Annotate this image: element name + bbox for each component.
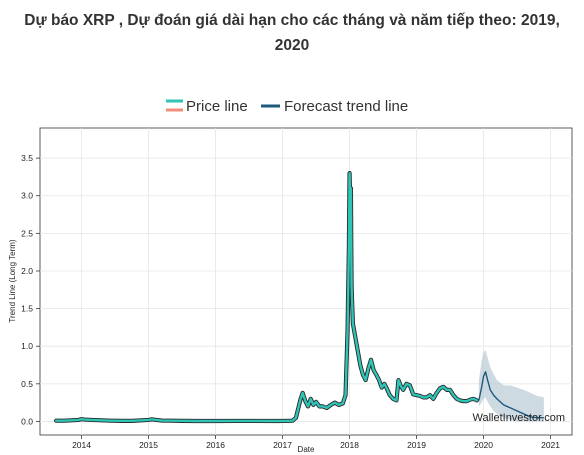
y-tick-label: 0.0 <box>21 416 33 426</box>
y-tick-label: 0.5 <box>21 379 33 389</box>
x-tick-label: 2019 <box>407 440 426 450</box>
page-title-line-2: 2020 <box>274 37 310 54</box>
legend-item-price[interactable]: Price line <box>166 98 248 115</box>
y-tick-label: 1.0 <box>21 341 33 351</box>
x-tick-label: 2015 <box>139 440 158 450</box>
y-axis-label: Trend Line (Long Term) <box>8 239 17 322</box>
page-title: Dự báo XRP , Dự đoán giá dài hạn cho các… <box>0 8 584 58</box>
forecast-band-layer <box>478 349 544 422</box>
series-layer <box>53 171 544 424</box>
y-tick-label: 1.5 <box>21 304 33 314</box>
x-axis-label: Date <box>298 445 315 454</box>
x-tick-label: 2020 <box>474 440 493 450</box>
x-tick-label: 2021 <box>541 440 560 450</box>
chart-legend: Price line Forecast trend line <box>166 98 408 115</box>
price-line <box>54 171 479 423</box>
x-tick-label: 2017 <box>273 440 292 450</box>
watermark-text: WalletInvestor.com <box>472 412 565 424</box>
forecast-confidence-band <box>478 349 544 422</box>
legend-label-forecast: Forecast trend line <box>284 98 408 115</box>
page-title-line-1: Dự báo XRP , Dự đoán giá dài hạn cho các… <box>24 12 560 29</box>
legend-label-price: Price line <box>186 98 248 115</box>
axis-ticks: 2014 2015 2016 2017 2018 2019 2020 2021 0.0 0.5 1.… <box>21 153 560 450</box>
y-tick-label: 3.0 <box>21 191 33 201</box>
x-tick-label: 2014 <box>72 440 91 450</box>
x-tick-label: 2016 <box>206 440 225 450</box>
x-tick-label: 2018 <box>340 440 359 450</box>
y-tick-label: 2.5 <box>21 228 33 238</box>
y-tick-label: 3.5 <box>21 153 33 163</box>
forecast-trend-line <box>478 371 544 419</box>
legend-item-forecast[interactable]: Forecast trend line <box>261 98 408 115</box>
y-tick-label: 2.0 <box>21 266 33 276</box>
